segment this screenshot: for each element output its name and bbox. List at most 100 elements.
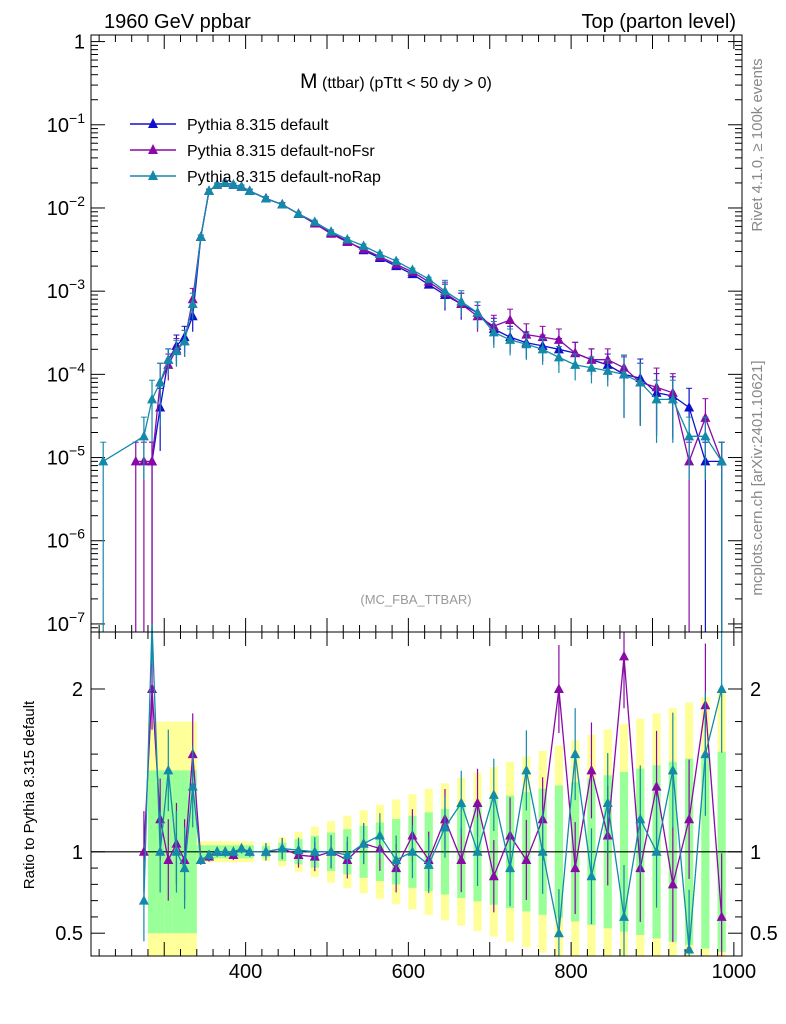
data-point	[407, 264, 418, 274]
main-axes: 1 10−1 10−2 10−3 10−4 10−5 10−6 10−7	[47, 32, 742, 636]
ratio-point	[203, 849, 214, 860]
y-tick-label: 1	[74, 32, 85, 54]
data-point	[553, 334, 564, 344]
ratio-point	[651, 846, 662, 856]
ratio-point	[472, 797, 483, 807]
ratio-point	[521, 764, 532, 775]
ratio-point	[391, 854, 402, 864]
data-point	[179, 335, 190, 346]
ratio-point	[171, 846, 182, 856]
ratio-y-tick-label-right: 2	[750, 679, 761, 701]
ratio-point	[553, 683, 564, 693]
ratio-point	[488, 789, 499, 799]
ratio-point	[212, 846, 223, 856]
ratio-point	[667, 764, 678, 775]
data-point	[155, 376, 166, 387]
ratio-point	[163, 764, 174, 775]
ratio-point	[684, 943, 695, 954]
ratio-point	[619, 911, 630, 921]
ratio-point	[602, 797, 613, 807]
data-point	[684, 401, 695, 412]
ratio-point	[236, 843, 247, 853]
data-point	[309, 216, 320, 226]
legend-label-default: Pythia 8.315 default	[187, 117, 329, 134]
y-tick-label: 10−2	[47, 193, 85, 220]
y-tick-label: 10−4	[47, 359, 85, 386]
data-point	[358, 240, 369, 250]
data-point	[293, 208, 304, 218]
data-point	[602, 354, 613, 364]
ratio-point	[179, 862, 190, 873]
legend-marker-norap	[148, 170, 158, 180]
rivet-version-label: Rivet 4.1.0, ≥ 100k events	[749, 58, 766, 231]
ratio-point	[553, 927, 564, 938]
data-point	[228, 179, 239, 189]
data-point	[521, 338, 532, 349]
data-point	[138, 430, 149, 441]
data-point	[374, 248, 385, 258]
analysis-watermark: (MC_FBA_TTBAR)	[360, 592, 471, 607]
ratio-point	[407, 846, 418, 856]
series-line	[151, 182, 722, 463]
data-point	[537, 343, 548, 354]
ratio-point	[187, 781, 198, 791]
ratio-point	[326, 846, 337, 856]
ratio-point	[586, 764, 597, 775]
ratio-point	[228, 846, 239, 856]
x-tick-label: 400	[229, 961, 262, 983]
data-point	[651, 393, 662, 404]
ratio-point	[358, 838, 369, 848]
data-point	[439, 285, 450, 296]
ratio-point	[244, 846, 255, 856]
y-tick-label: 10−3	[47, 276, 85, 303]
ratio-point	[570, 862, 581, 873]
ratio-point	[716, 683, 727, 693]
data-point	[619, 368, 630, 379]
data-point	[684, 430, 695, 441]
ratio-point	[195, 854, 206, 864]
data-point	[244, 185, 255, 195]
data-point	[236, 181, 247, 191]
legend: Pythia 8.315 default Pythia 8.315 defaul…	[130, 117, 381, 186]
ratio-point	[667, 878, 678, 889]
x-tick-label: 1000	[712, 961, 757, 983]
data-point	[505, 314, 516, 325]
process-label: Top (parton level)	[581, 11, 736, 33]
ratio-point	[138, 846, 149, 856]
data-point	[187, 298, 198, 309]
ratio-point	[220, 846, 231, 856]
ratio-point	[700, 748, 711, 759]
ratio-point	[472, 846, 483, 856]
collision-label: 1960 GeV ppbar	[104, 11, 251, 33]
ratio-point	[155, 846, 166, 856]
y-tick-label: 10−6	[47, 526, 85, 553]
data-point	[163, 354, 174, 364]
ratio-point	[456, 854, 467, 864]
ratio-y-tick-label: 0.5	[55, 923, 83, 945]
main-series	[98, 177, 727, 632]
mcplots-label: mcplots.cern.ch [arXiv:2401.10621]	[749, 360, 766, 595]
data-point	[277, 199, 288, 209]
ratio-point	[570, 748, 581, 759]
data-point	[700, 430, 711, 441]
ratio-y-tick-label-right: 1	[750, 842, 761, 864]
data-point	[472, 307, 483, 317]
ratio-point	[684, 813, 695, 824]
data-point	[171, 345, 182, 356]
ratio-point	[293, 844, 304, 855]
data-point	[716, 455, 727, 466]
ratio-plot-frame	[90, 631, 743, 957]
data-point	[195, 231, 206, 241]
data-point	[505, 334, 516, 344]
y-tick-label: 10−1	[47, 110, 85, 137]
y-tick-label: 10−7	[47, 609, 85, 636]
ratio-point	[138, 895, 149, 905]
data-point	[326, 226, 337, 236]
data-point	[570, 359, 581, 369]
x-tick-label: 800	[554, 961, 587, 983]
ratio-point	[505, 862, 516, 873]
plot-title-main: M	[300, 70, 318, 93]
ratio-point	[163, 854, 174, 864]
ratio-point	[147, 683, 158, 693]
